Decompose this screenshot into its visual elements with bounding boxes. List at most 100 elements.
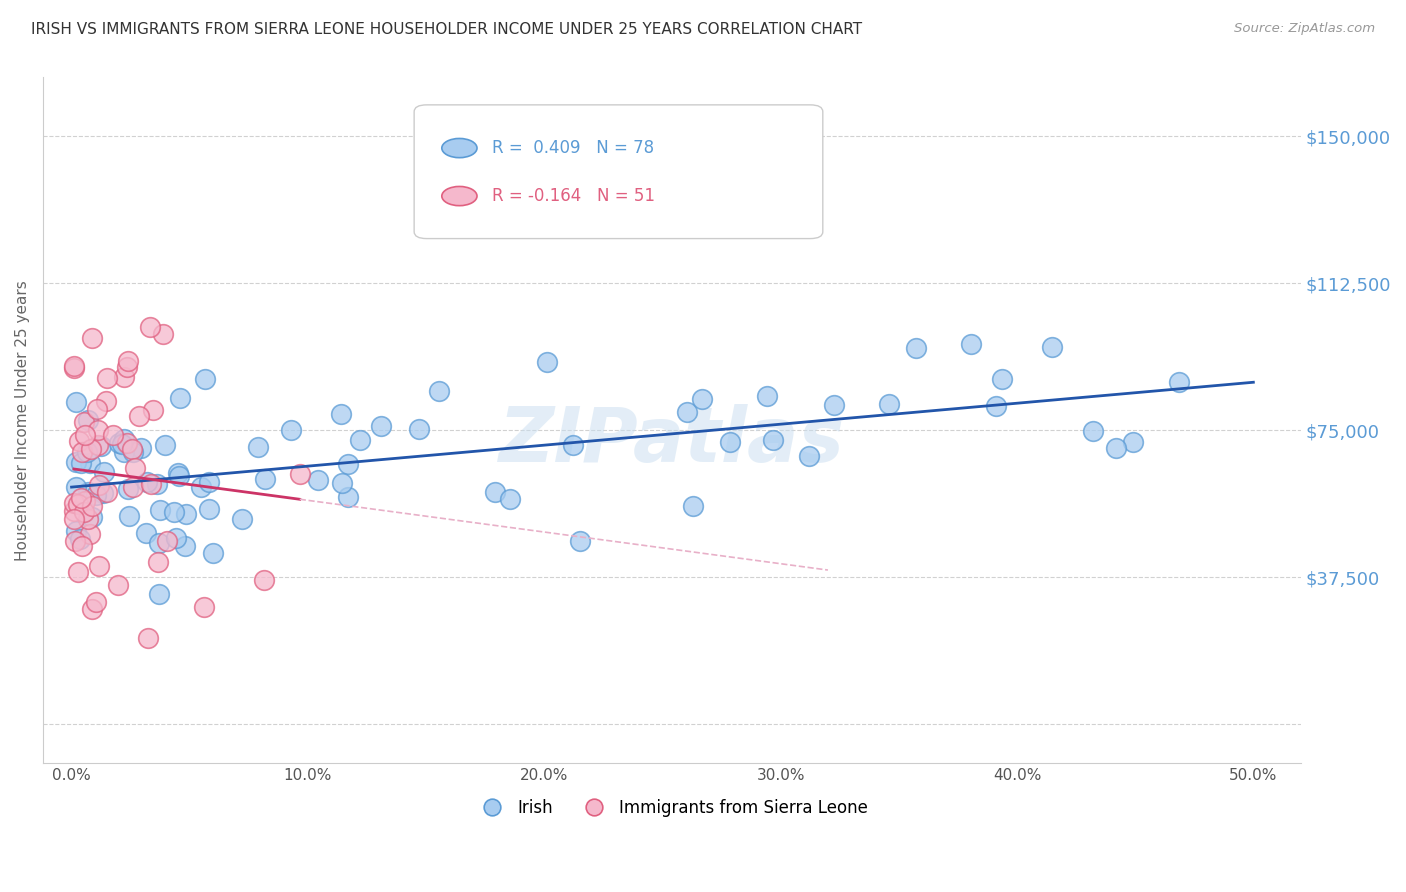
Point — [152, 326, 174, 341]
Point — [91, 486, 114, 500]
Point — [76, 413, 98, 427]
Point — [307, 473, 329, 487]
Text: R =  0.409   N = 78: R = 0.409 N = 78 — [492, 139, 654, 157]
Point — [762, 434, 785, 448]
Point — [138, 320, 160, 334]
Point — [149, 502, 172, 516]
Point — [63, 512, 86, 526]
Point — [121, 480, 143, 494]
Point — [499, 491, 522, 506]
Point — [96, 371, 118, 385]
Point — [121, 442, 143, 456]
Point — [167, 467, 190, 481]
Point — [73, 415, 96, 429]
Point — [86, 488, 108, 502]
Point — [568, 534, 591, 549]
Point — [80, 331, 103, 345]
Point — [198, 475, 221, 489]
Point — [93, 466, 115, 480]
Point — [536, 355, 558, 369]
Point — [112, 432, 135, 446]
Point — [165, 532, 187, 546]
Point — [169, 469, 191, 483]
Point — [79, 456, 101, 470]
Point — [427, 384, 450, 398]
Point — [117, 482, 139, 496]
Point — [823, 398, 845, 412]
Point — [76, 512, 98, 526]
Point — [80, 442, 103, 456]
Point — [86, 402, 108, 417]
Point — [80, 509, 103, 524]
Point — [904, 341, 927, 355]
Point — [63, 359, 86, 373]
Legend: Irish, Immigrants from Sierra Leone: Irish, Immigrants from Sierra Leone — [468, 792, 875, 823]
Point — [960, 337, 983, 351]
Point — [122, 445, 145, 459]
Point — [1167, 376, 1189, 390]
Circle shape — [441, 138, 477, 158]
Circle shape — [441, 186, 477, 206]
Point — [65, 455, 87, 469]
Point — [94, 393, 117, 408]
Point — [408, 421, 430, 435]
Point — [70, 456, 93, 470]
Text: Source: ZipAtlas.com: Source: ZipAtlas.com — [1234, 22, 1375, 36]
Point — [63, 504, 86, 518]
Point — [124, 460, 146, 475]
Point — [329, 407, 352, 421]
Point — [87, 478, 110, 492]
Text: ZIPatlas: ZIPatlas — [499, 404, 845, 478]
Point — [141, 477, 163, 491]
Point — [756, 389, 779, 403]
Point — [337, 491, 360, 505]
Point — [247, 440, 270, 454]
Point — [174, 507, 197, 521]
Point — [1122, 435, 1144, 450]
Point — [190, 480, 212, 494]
Point — [69, 533, 91, 547]
Point — [65, 480, 87, 494]
Point — [72, 445, 94, 459]
Point — [111, 437, 134, 451]
Point — [70, 539, 93, 553]
Point — [198, 502, 221, 516]
Point — [63, 533, 86, 548]
Point — [1105, 441, 1128, 455]
Point — [201, 546, 224, 560]
Point — [135, 475, 157, 489]
Point — [67, 434, 90, 448]
Point — [142, 403, 165, 417]
Point — [87, 423, 110, 437]
Point — [146, 555, 169, 569]
Point — [96, 484, 118, 499]
Point — [193, 600, 215, 615]
Point — [280, 423, 302, 437]
Point — [117, 435, 139, 450]
Point — [682, 500, 704, 514]
Point — [63, 360, 86, 375]
Point — [112, 445, 135, 459]
Point — [332, 475, 354, 490]
Point — [128, 409, 150, 424]
Point — [135, 525, 157, 540]
Y-axis label: Householder Income Under 25 years: Householder Income Under 25 years — [15, 280, 30, 561]
Point — [156, 533, 179, 548]
Point — [194, 371, 217, 385]
Point — [984, 399, 1007, 413]
Point — [79, 527, 101, 541]
Point — [87, 558, 110, 573]
Point — [718, 434, 741, 449]
Point — [163, 505, 186, 519]
Point — [112, 369, 135, 384]
Point — [1081, 424, 1104, 438]
Point — [67, 565, 90, 579]
Point — [77, 485, 100, 500]
Point — [370, 419, 392, 434]
Point — [484, 485, 506, 500]
Point — [80, 602, 103, 616]
Point — [148, 587, 170, 601]
Point — [90, 439, 112, 453]
Point — [336, 458, 359, 472]
Point — [117, 354, 139, 368]
